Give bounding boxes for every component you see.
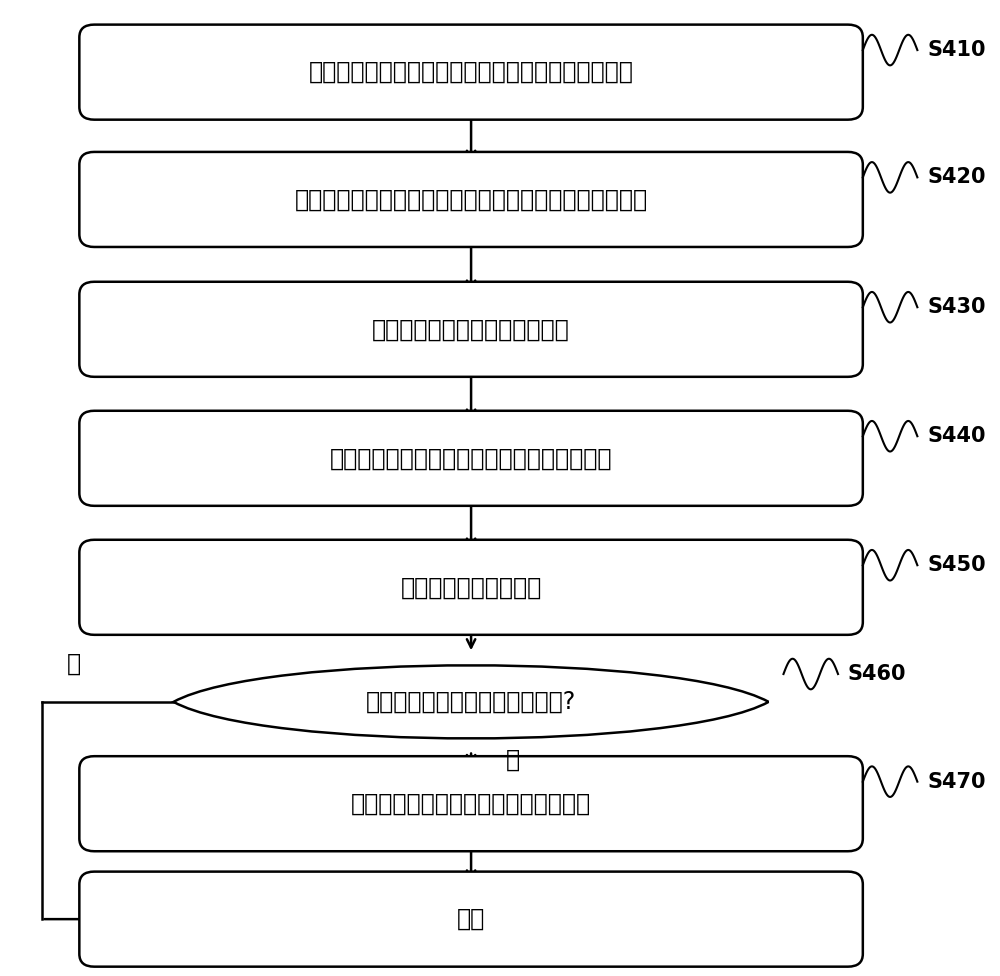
FancyBboxPatch shape [79, 282, 863, 377]
Text: 校验结果为目标行为策略异常吗?: 校验结果为目标行为策略异常吗? [366, 690, 576, 713]
Text: 从服务器接收校验信息: 从服务器接收校验信息 [400, 575, 542, 599]
Text: 将目标行为策略发送至服务器以形成校验信息: 将目标行为策略发送至服务器以形成校验信息 [330, 446, 612, 470]
Text: 是: 是 [506, 748, 520, 772]
Text: 获取虚拟角色的当前状态和针对虚拟角色的攻击操作: 获取虚拟角色的当前状态和针对虚拟角色的攻击操作 [309, 61, 634, 84]
Text: S410: S410 [927, 40, 986, 61]
Text: S440: S440 [927, 427, 986, 446]
Text: S460: S460 [848, 664, 906, 684]
FancyBboxPatch shape [79, 872, 863, 966]
PathPatch shape [174, 666, 769, 739]
Text: S430: S430 [927, 298, 986, 317]
Text: 控制虚拟角色实施校正的目标行为策略: 控制虚拟角色实施校正的目标行为策略 [351, 792, 591, 816]
Text: 控制虚拟角色实施目标行为策略: 控制虚拟角色实施目标行为策略 [372, 317, 570, 342]
Text: S450: S450 [927, 555, 986, 575]
FancyBboxPatch shape [79, 756, 863, 851]
FancyBboxPatch shape [79, 411, 863, 506]
FancyBboxPatch shape [79, 152, 863, 247]
FancyBboxPatch shape [79, 540, 863, 634]
Text: 结束: 结束 [457, 907, 485, 931]
FancyBboxPatch shape [79, 24, 863, 120]
Text: S420: S420 [927, 167, 986, 187]
Text: 根据攻击操作和当前状态，确定虚拟角色的目标行为策略: 根据攻击操作和当前状态，确定虚拟角色的目标行为策略 [295, 187, 648, 212]
Text: 否: 否 [67, 652, 81, 675]
Text: S470: S470 [927, 772, 986, 792]
